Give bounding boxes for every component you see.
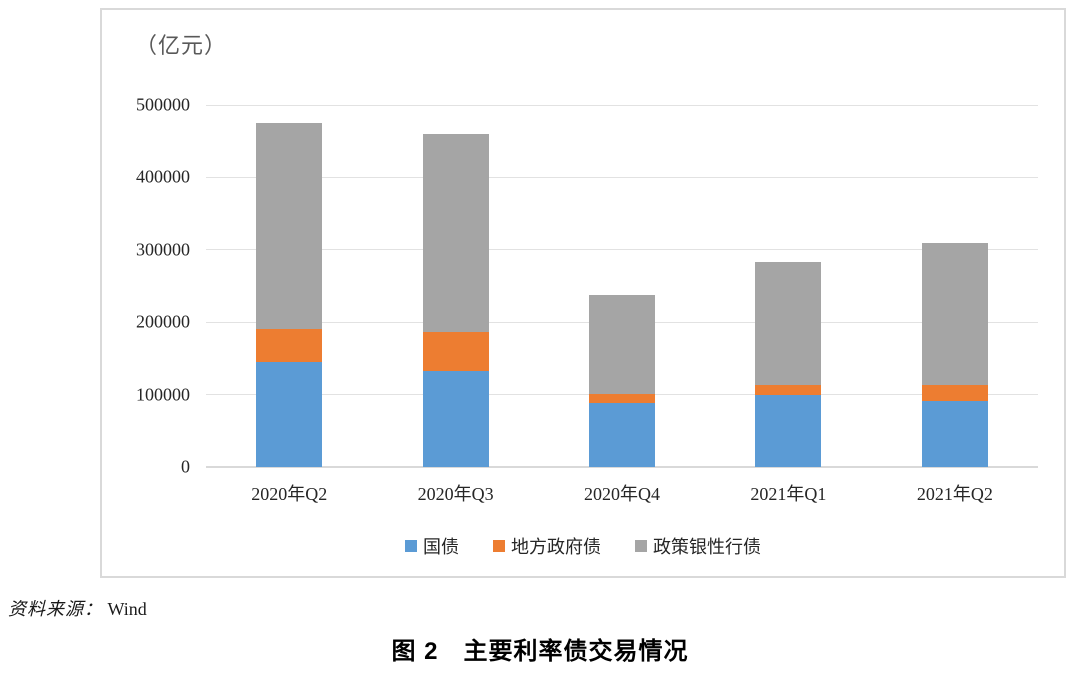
axis-unit-label: （亿元） bbox=[135, 33, 228, 58]
y-tick-label: 300000 bbox=[136, 239, 190, 260]
bar-segment bbox=[921, 401, 988, 467]
y-tick-label: 0 bbox=[181, 456, 190, 477]
y-tick-label: 500000 bbox=[136, 94, 190, 115]
y-tick-label: 100000 bbox=[136, 384, 190, 405]
legend-label: 政策银性行债 bbox=[653, 537, 761, 557]
bar-column bbox=[705, 105, 871, 467]
data-source-note: 资料来源： Wind bbox=[8, 595, 147, 621]
bar-stack bbox=[422, 133, 489, 467]
source-name: Wind bbox=[107, 599, 147, 619]
gridline bbox=[206, 104, 1038, 106]
gridline bbox=[206, 249, 1038, 251]
bar-segment bbox=[589, 403, 656, 467]
x-tick-label: 2020年Q4 bbox=[584, 484, 661, 504]
legend-item: 国债 bbox=[405, 533, 459, 559]
bar-segment bbox=[755, 385, 822, 395]
plot-area bbox=[206, 104, 1038, 468]
bar-segment bbox=[589, 393, 656, 404]
bar-segment bbox=[921, 385, 988, 402]
bar-column bbox=[539, 105, 705, 467]
x-tick-label: 2021年Q2 bbox=[916, 484, 993, 504]
legend-swatch bbox=[405, 540, 417, 552]
x-axis-line bbox=[206, 466, 1038, 468]
chart-legend: 国债 地方政府债 政策银性行债 bbox=[102, 533, 1064, 559]
figure-caption: 图 2 主要利率债交易情况 bbox=[391, 638, 689, 665]
x-tick-label: 2020年Q3 bbox=[417, 484, 494, 504]
x-tick-label: 2021年Q1 bbox=[750, 484, 827, 504]
bar-series-container bbox=[206, 105, 1038, 467]
bar-column bbox=[206, 105, 372, 467]
bar-segment bbox=[589, 295, 656, 394]
y-tick-label: 200000 bbox=[136, 311, 190, 332]
bar-segment bbox=[422, 370, 489, 467]
chart-figure: （亿元） 0 100000 200000 300000 400000 500000 202… bbox=[100, 8, 1066, 578]
bar-column bbox=[872, 105, 1038, 467]
legend-swatch bbox=[493, 540, 505, 552]
bar-column bbox=[372, 105, 538, 467]
bar-segment bbox=[256, 328, 323, 363]
legend-label: 国债 bbox=[423, 537, 459, 557]
legend-item: 政策银性行债 bbox=[635, 533, 761, 559]
bar-segment bbox=[921, 242, 988, 386]
y-axis-tick-labels: 0 100000 200000 300000 400000 500000 bbox=[102, 95, 198, 477]
legend-swatch bbox=[635, 540, 647, 552]
bar-stack bbox=[589, 295, 656, 467]
bar-segment bbox=[256, 362, 323, 467]
bar-stack bbox=[256, 123, 323, 467]
legend-item: 地方政府债 bbox=[493, 533, 601, 559]
bar-stack bbox=[755, 262, 822, 467]
x-axis-category-labels: 2020年Q2 2020年Q3 2020年Q4 2021年Q1 2021年Q2 bbox=[206, 480, 1038, 506]
bar-segment bbox=[755, 394, 822, 467]
x-tick-label: 2020年Q2 bbox=[251, 484, 328, 504]
bar-segment bbox=[256, 123, 323, 329]
legend-label: 地方政府债 bbox=[511, 537, 601, 557]
bar-segment bbox=[422, 133, 489, 333]
bar-stack bbox=[921, 242, 988, 467]
bar-segment bbox=[422, 332, 489, 371]
bar-segment bbox=[755, 262, 822, 386]
source-prefix: 资料来源： bbox=[8, 599, 103, 619]
gridline bbox=[206, 176, 1038, 178]
y-tick-label: 400000 bbox=[136, 166, 190, 187]
